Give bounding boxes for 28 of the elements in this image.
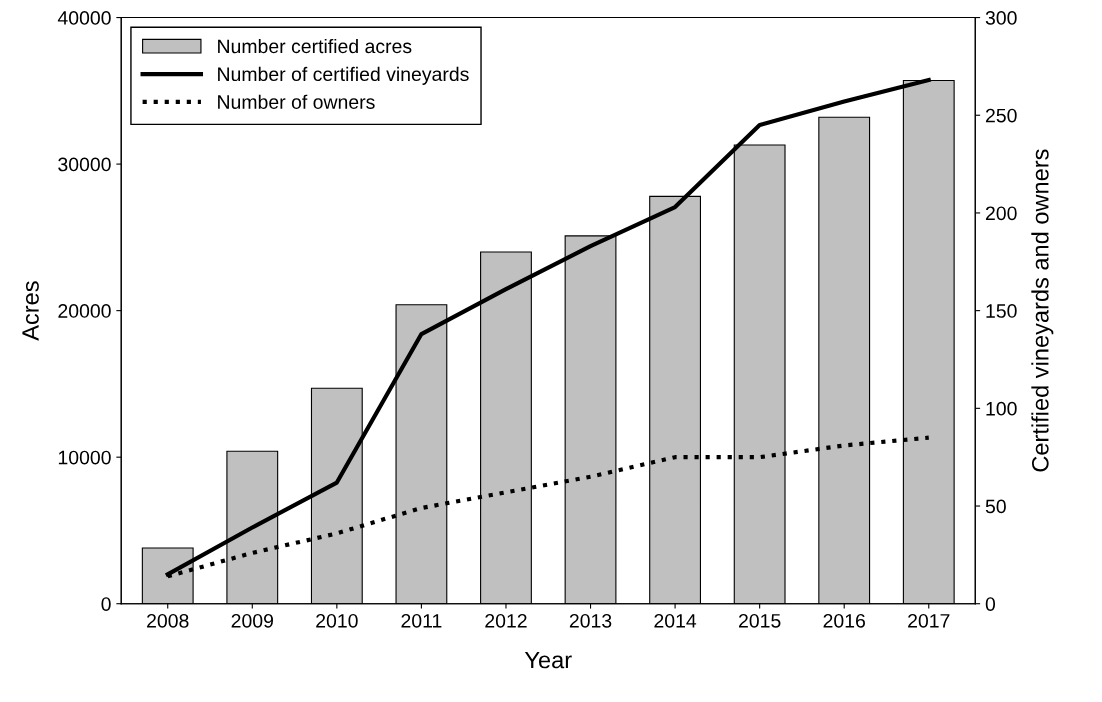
y-axis-title: Acres [22,281,39,341]
x-tick-label: 2008 [147,613,189,628]
y-tick-label: 30000 [58,157,111,172]
x-tick-label: 2011 [401,613,442,628]
x-tick-label: 2017 [908,613,950,628]
y2-tick-label: 250 [985,108,1017,123]
y2-axis-title: Certified vineyards and owners [1031,149,1054,472]
y-tick-label: 0 [101,597,111,611]
x-tick-label: 2016 [823,613,865,628]
legend-label: Number certified acres [218,38,412,54]
y2-tick-label: 300 [985,11,1017,25]
x-tick-label: 2010 [316,613,358,628]
y-tick-label: 40000 [57,11,111,25]
y2-tick-label: 100 [986,401,1017,416]
y2-tick-label: 150 [986,304,1017,318]
x-tick-label: 2014 [654,613,697,628]
x-axis-title: Year [524,651,572,669]
legend-label: Number of certified vineyards [218,66,469,85]
y2-tick-label: 0 [985,597,996,611]
x-tick-label: 2015 [739,613,781,628]
y-tick-label: 20000 [58,304,111,318]
x-tick-label: 2009 [231,613,273,628]
y-tick-label: 10000 [58,450,111,465]
x-tick-label: 2012 [485,613,527,628]
y2-tick-label: 200 [985,206,1017,221]
legend-label: Number of owners [218,94,375,109]
y2-tick-label: 50 [985,499,1006,514]
x-tick-label: 2013 [569,613,612,628]
